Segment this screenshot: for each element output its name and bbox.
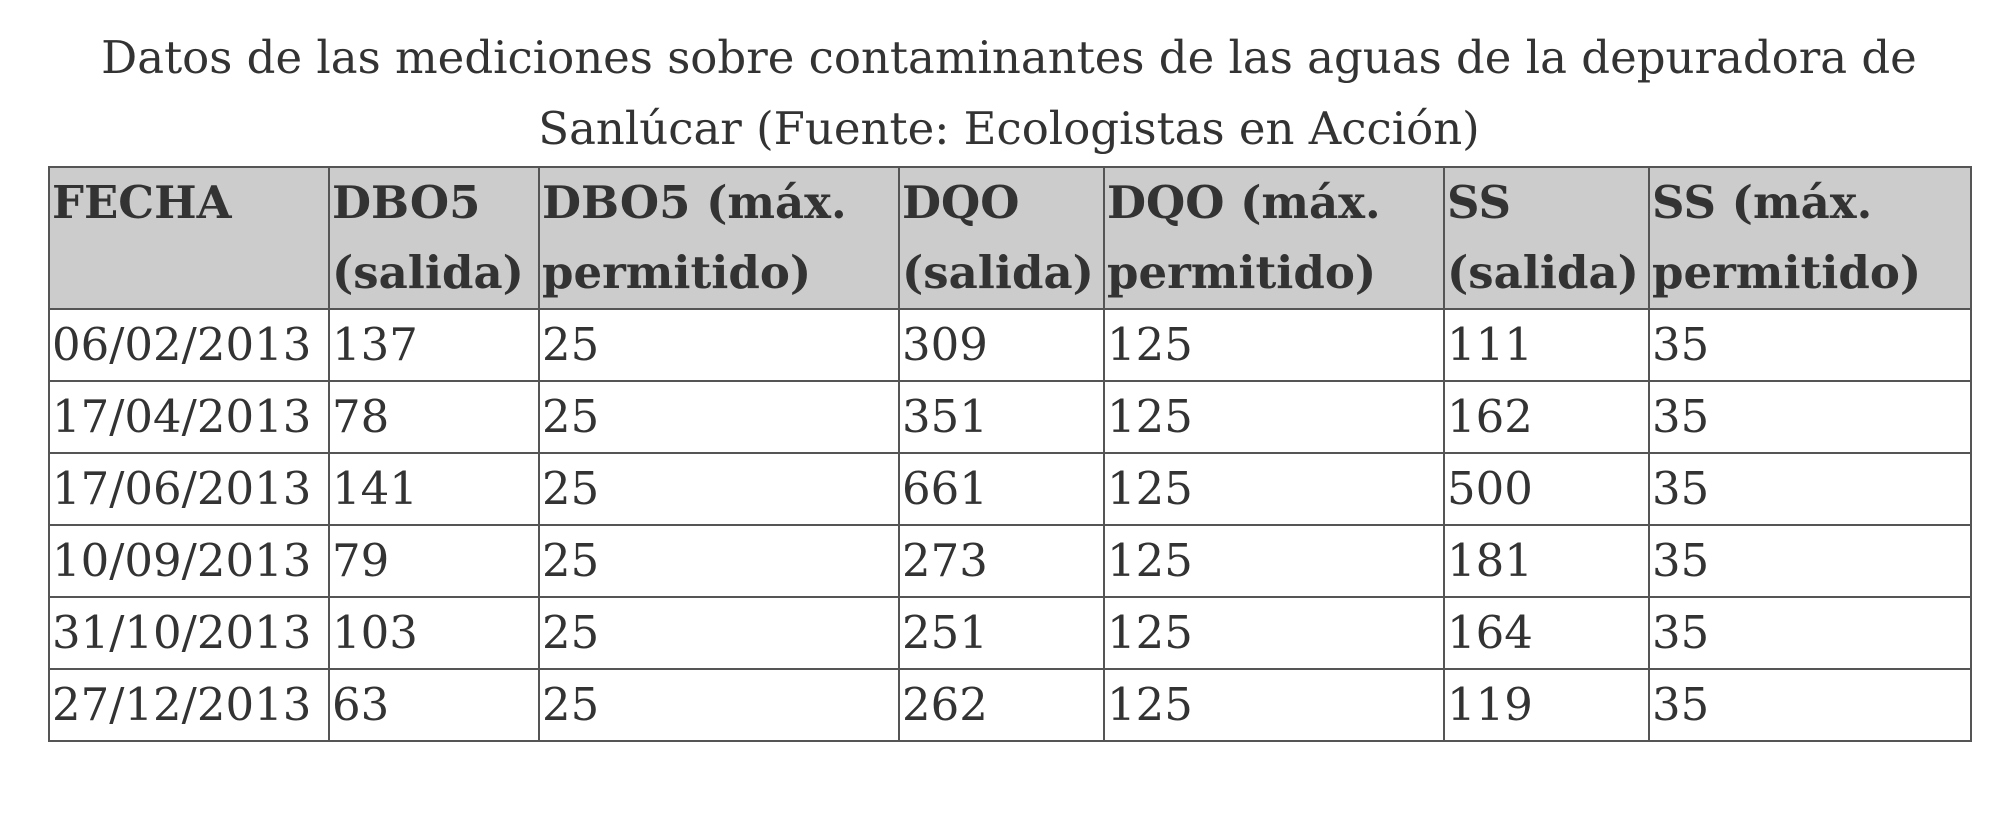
cell-dqo-max: 125 bbox=[1103, 668, 1445, 742]
cell-ss-max: 35 bbox=[1648, 524, 1972, 598]
cell-fecha: 17/04/2013 bbox=[48, 380, 330, 454]
cell-dqo-salida: 273 bbox=[898, 524, 1105, 598]
cell-dbo5-max: 25 bbox=[538, 380, 900, 454]
cell-ss-max: 35 bbox=[1648, 452, 1972, 526]
cell-fecha: 31/10/2013 bbox=[48, 596, 330, 670]
header-dbo5-salida: DBO5 (salida) bbox=[328, 166, 540, 310]
header-dbo5-max: DBO5 (máx. permitido) bbox=[538, 166, 900, 310]
table-row: 10/09/2013 79 25 273 125 181 35 bbox=[48, 524, 1972, 598]
cell-ss-max: 35 bbox=[1648, 596, 1972, 670]
table-row: 27/12/2013 63 25 262 125 119 35 bbox=[48, 668, 1972, 742]
cell-dbo5-salida: 103 bbox=[328, 596, 540, 670]
cell-dqo-salida: 251 bbox=[898, 596, 1105, 670]
cell-dbo5-max: 25 bbox=[538, 308, 900, 382]
cell-dqo-salida: 262 bbox=[898, 668, 1105, 742]
cell-dbo5-salida: 79 bbox=[328, 524, 540, 598]
cell-fecha: 17/06/2013 bbox=[48, 452, 330, 526]
header-dqo-salida: DQO (salida) bbox=[898, 166, 1105, 310]
cell-dqo-salida: 661 bbox=[898, 452, 1105, 526]
measurements-table: FECHA DBO5 (salida) DBO5 (máx. permitido… bbox=[48, 166, 1972, 742]
cell-fecha: 10/09/2013 bbox=[48, 524, 330, 598]
cell-fecha: 06/02/2013 bbox=[48, 308, 330, 382]
cell-dqo-max: 125 bbox=[1103, 452, 1445, 526]
header-dqo-max: DQO (máx. permitido) bbox=[1103, 166, 1445, 310]
table-row: 17/06/2013 141 25 661 125 500 35 bbox=[48, 452, 1972, 526]
cell-ss-salida: 111 bbox=[1443, 308, 1650, 382]
header-ss-salida: SS (salida) bbox=[1443, 166, 1650, 310]
cell-ss-max: 35 bbox=[1648, 308, 1972, 382]
cell-ss-salida: 500 bbox=[1443, 452, 1650, 526]
cell-dbo5-salida: 78 bbox=[328, 380, 540, 454]
cell-ss-salida: 162 bbox=[1443, 380, 1650, 454]
cell-ss-max: 35 bbox=[1648, 380, 1972, 454]
header-fecha: FECHA bbox=[48, 166, 330, 310]
table-caption: Datos de las mediciones sobre contaminan… bbox=[101, 31, 1917, 155]
figure: Datos de las mediciones sobre contaminan… bbox=[48, 22, 1972, 742]
cell-dqo-max: 125 bbox=[1103, 308, 1445, 382]
cell-dbo5-max: 25 bbox=[538, 596, 900, 670]
table-row: 17/04/2013 78 25 351 125 162 35 bbox=[48, 380, 1972, 454]
table-row: 06/02/2013 137 25 309 125 111 35 bbox=[48, 308, 1972, 382]
cell-dbo5-max: 25 bbox=[538, 452, 900, 526]
cell-dqo-max: 125 bbox=[1103, 524, 1445, 598]
cell-dbo5-salida: 63 bbox=[328, 668, 540, 742]
cell-ss-salida: 181 bbox=[1443, 524, 1650, 598]
cell-ss-max: 35 bbox=[1648, 668, 1972, 742]
cell-dbo5-salida: 137 bbox=[328, 308, 540, 382]
cell-dqo-salida: 309 bbox=[898, 308, 1105, 382]
cell-ss-salida: 119 bbox=[1443, 668, 1650, 742]
cell-dqo-max: 125 bbox=[1103, 380, 1445, 454]
header-row: FECHA DBO5 (salida) DBO5 (máx. permitido… bbox=[48, 166, 1972, 310]
header-ss-max: SS (máx. permitido) bbox=[1648, 166, 1972, 310]
cell-dbo5-max: 25 bbox=[538, 524, 900, 598]
cell-dqo-max: 125 bbox=[1103, 596, 1445, 670]
cell-dbo5-max: 25 bbox=[538, 668, 900, 742]
cell-dbo5-salida: 141 bbox=[328, 452, 540, 526]
cell-ss-salida: 164 bbox=[1443, 596, 1650, 670]
cell-dqo-salida: 351 bbox=[898, 380, 1105, 454]
cell-fecha: 27/12/2013 bbox=[48, 668, 330, 742]
table-row: 31/10/2013 103 25 251 125 164 35 bbox=[48, 596, 1972, 670]
